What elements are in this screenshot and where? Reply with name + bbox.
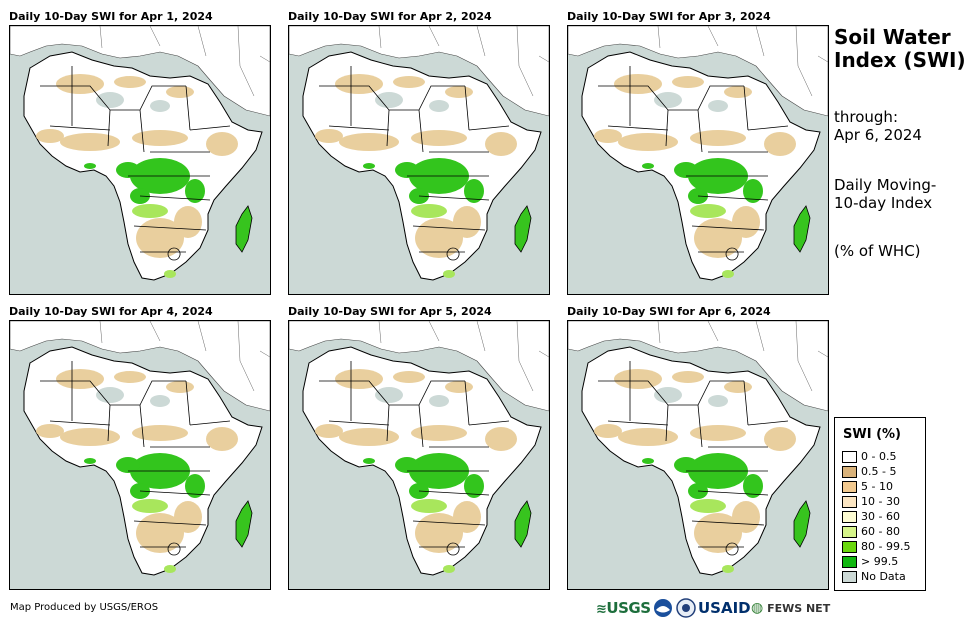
usgs-logo: ≋USGS xyxy=(596,599,651,617)
legend-swatch xyxy=(842,496,857,508)
panel-title: Daily 10-Day SWI for Apr 2, 2024 xyxy=(288,10,492,23)
legend-swatch xyxy=(842,481,857,493)
legend-label: 30 - 60 xyxy=(861,510,900,523)
africa-map xyxy=(567,25,829,295)
africa-map xyxy=(9,320,271,590)
noaa-icon xyxy=(654,599,672,617)
map-image xyxy=(568,26,828,294)
through-date: Apr 6, 2024 xyxy=(834,126,922,144)
map-image xyxy=(10,321,270,589)
legend-title: SWI (%) xyxy=(843,427,901,442)
legend-item: No Data xyxy=(842,570,906,583)
through-label: through: xyxy=(834,108,898,126)
legend-label: 5 - 10 xyxy=(861,480,893,493)
legend-swatch xyxy=(842,526,857,538)
legend-label: 0.5 - 5 xyxy=(861,465,897,478)
panel-title: Daily 10-Day SWI for Apr 1, 2024 xyxy=(9,10,213,23)
noaa-logo xyxy=(653,598,673,622)
usgs-wave-icon: ≋ xyxy=(596,602,607,617)
map-image xyxy=(10,26,270,294)
unit-label: (% of WHC) xyxy=(834,242,921,260)
legend-item: > 99.5 xyxy=(842,555,898,568)
legend-label: 80 - 99.5 xyxy=(861,540,911,553)
africa-map xyxy=(288,320,550,590)
seal-icon xyxy=(676,598,696,618)
legend-label: 60 - 80 xyxy=(861,525,900,538)
legend-label: > 99.5 xyxy=(861,555,899,568)
legend-item: 10 - 30 xyxy=(842,495,900,508)
legend-swatch xyxy=(842,451,857,463)
legend-label: 10 - 30 xyxy=(861,495,900,508)
panel-title: Daily 10-Day SWI for Apr 4, 2024 xyxy=(9,305,213,318)
legend-swatch xyxy=(842,556,857,568)
legend-item: 0.5 - 5 xyxy=(842,465,896,478)
panel-title: Daily 10-Day SWI for Apr 5, 2024 xyxy=(288,305,492,318)
legend-swatch xyxy=(842,541,857,553)
sidebar-title: Soil Water Index (SWI) xyxy=(834,25,966,72)
map-image xyxy=(568,321,828,589)
legend-item: 80 - 99.5 xyxy=(842,540,910,553)
africa-map xyxy=(567,320,829,590)
panel-title: Daily 10-Day SWI for Apr 3, 2024 xyxy=(567,10,771,23)
africa-map xyxy=(288,25,550,295)
panel-title: Daily 10-Day SWI for Apr 6, 2024 xyxy=(567,305,771,318)
map-credit: Map Produced by USGS/EROS xyxy=(10,602,159,613)
fewsnet-logo: ◍ FEWS NET xyxy=(751,600,831,616)
legend-item: 30 - 60 xyxy=(842,510,900,523)
legend-label: No Data xyxy=(861,570,906,583)
map-image xyxy=(289,26,549,294)
legend-swatch xyxy=(842,571,857,583)
legend-label: 0 - 0.5 xyxy=(861,450,897,463)
legend-swatch xyxy=(842,511,857,523)
legend-item: 0 - 0.5 xyxy=(842,450,896,463)
legend-swatch xyxy=(842,466,857,478)
legend-item: 60 - 80 xyxy=(842,525,900,538)
globe-icon: ◍ xyxy=(751,600,764,616)
legend: SWI (%) 0 - 0.5 0.5 - 5 5 - 10 10 - 30 3… xyxy=(834,417,926,591)
index-description: Daily Moving-10-day Index xyxy=(834,176,937,212)
doc-seal xyxy=(676,598,696,622)
map-image xyxy=(289,321,549,589)
legend-item: 5 - 10 xyxy=(842,480,893,493)
africa-map xyxy=(9,25,271,295)
usaid-logo: USAID xyxy=(698,599,751,617)
